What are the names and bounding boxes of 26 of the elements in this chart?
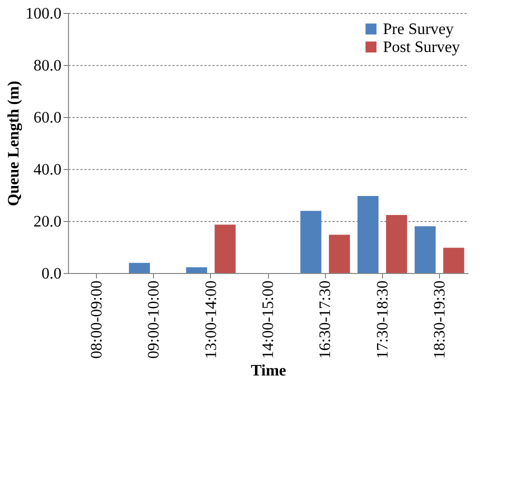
- x-tick-label: 17:30-18:30: [374, 280, 392, 359]
- bar: [214, 224, 236, 273]
- legend-label: Post Survey: [383, 39, 460, 56]
- y-tick-label: 100.0: [26, 6, 62, 22]
- x-tick-label: 09:00-10:00: [146, 280, 163, 359]
- bar: [443, 248, 464, 273]
- x-axis-title: Time: [250, 362, 286, 380]
- bar: [328, 234, 350, 273]
- x-tick-label: 08:00-09:00: [88, 280, 106, 359]
- bar: [300, 210, 322, 273]
- y-tick-label: 40.0: [34, 162, 62, 178]
- x-tick-label: 14:00-15:00: [260, 280, 277, 359]
- y-axis-title: Queue Length (m): [6, 80, 22, 206]
- legend-label: Pre Survey: [383, 21, 454, 38]
- bar: [414, 226, 436, 273]
- bar: [186, 267, 208, 273]
- bar: [358, 196, 378, 273]
- x-tick-label: 16:30-17:30: [317, 280, 334, 359]
- bar: [386, 215, 408, 273]
- y-tick-label: 0.0: [42, 266, 62, 282]
- y-tick-label: 80.0: [34, 58, 62, 74]
- x-tick-label: 18:30-19:30: [431, 280, 448, 359]
- y-tick-label: 60.0: [34, 110, 62, 126]
- bar: [128, 262, 150, 273]
- x-tick-label: 13:00-14:00: [202, 280, 220, 359]
- y-tick-label: 20.0: [34, 214, 62, 230]
